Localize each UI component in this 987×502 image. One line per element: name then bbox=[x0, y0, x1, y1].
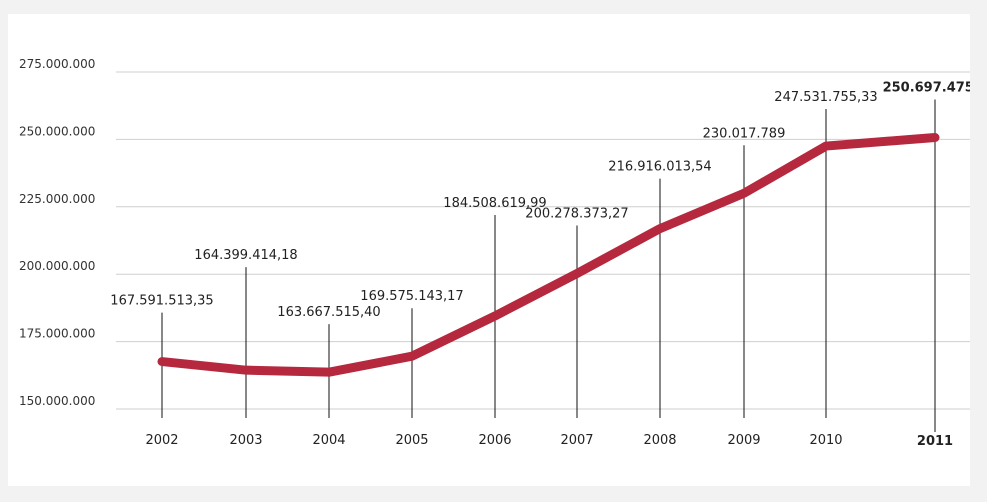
x-tick-label: 2007 bbox=[560, 433, 593, 448]
chart-card: 150.000.000 175.000.000 200.000.000 225.000… bbox=[8, 14, 970, 486]
x-tick-label: 2002 bbox=[145, 433, 178, 448]
x-tick-label: 2006 bbox=[478, 433, 511, 448]
y-tick-label: 150.000.000 bbox=[19, 394, 95, 408]
data-label: 169.575.143,17 bbox=[360, 289, 463, 304]
data-label: 247.531.755,33 bbox=[774, 90, 877, 105]
x-tick-label: 2010 bbox=[809, 433, 842, 448]
y-tick-label: 225.000.000 bbox=[19, 192, 95, 206]
x-tick-label: 2005 bbox=[395, 433, 428, 448]
data-label: 167.591.513,35 bbox=[110, 294, 213, 309]
data-label-highlight: 250.697.475 € bbox=[883, 81, 970, 96]
data-label: 184.508.619,99 bbox=[443, 196, 546, 211]
y-tick-label: 200.000.000 bbox=[19, 259, 95, 273]
x-axis-ticks: 2002 2003 2004 2005 2006 2007 2008 2009 2010 2011 bbox=[145, 433, 953, 449]
y-tick-label: 250.000.000 bbox=[19, 124, 95, 138]
gridlines bbox=[116, 71, 970, 410]
y-tick-label: 175.000.000 bbox=[19, 327, 95, 341]
data-labels: 167.591.513,35 164.399.414,18 163.667.515,… bbox=[110, 81, 970, 321]
x-tick-label: 2003 bbox=[229, 433, 262, 448]
data-label: 216.916.013,54 bbox=[608, 160, 711, 175]
x-tick-label: 2011 bbox=[917, 434, 953, 449]
x-tick-label: 2009 bbox=[727, 433, 760, 448]
data-label: 230.017.789 bbox=[703, 126, 786, 141]
series-line-layer bbox=[157, 133, 940, 377]
data-label: 163.667.515,40 bbox=[277, 305, 380, 320]
data-label: 164.399.414,18 bbox=[194, 248, 297, 263]
data-label: 200.278.373,27 bbox=[525, 206, 628, 221]
y-axis-ticks: 150.000.000 175.000.000 200.000.000 225.000… bbox=[19, 57, 95, 408]
series-line bbox=[157, 133, 940, 377]
y-tick-label: 275.000.000 bbox=[19, 57, 95, 71]
x-tick-label: 2008 bbox=[643, 433, 676, 448]
line-chart: 150.000.000 175.000.000 200.000.000 225.000… bbox=[19, 57, 970, 449]
x-tick-label: 2004 bbox=[312, 433, 345, 448]
